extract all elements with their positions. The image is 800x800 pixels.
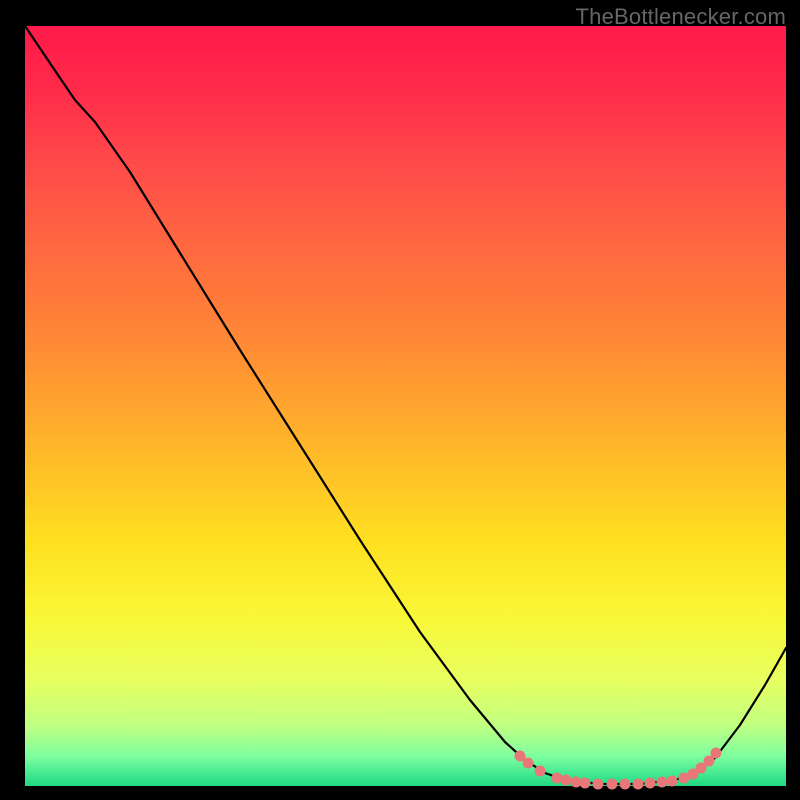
watermark-text: TheBottlenecker.com <box>576 4 786 30</box>
marker-dot <box>535 766 546 777</box>
gradient-fill <box>25 26 786 786</box>
marker-dot <box>711 748 722 759</box>
marker-dot <box>523 758 534 769</box>
marker-dot <box>657 777 668 788</box>
marker-dot <box>620 779 631 790</box>
marker-dot <box>561 775 572 786</box>
marker-dot <box>580 778 591 789</box>
marker-dot <box>667 776 678 787</box>
marker-dot <box>607 779 618 790</box>
marker-dot <box>645 778 656 789</box>
bottleneck-chart <box>0 0 800 800</box>
marker-dot <box>593 779 604 790</box>
marker-dot <box>633 779 644 790</box>
